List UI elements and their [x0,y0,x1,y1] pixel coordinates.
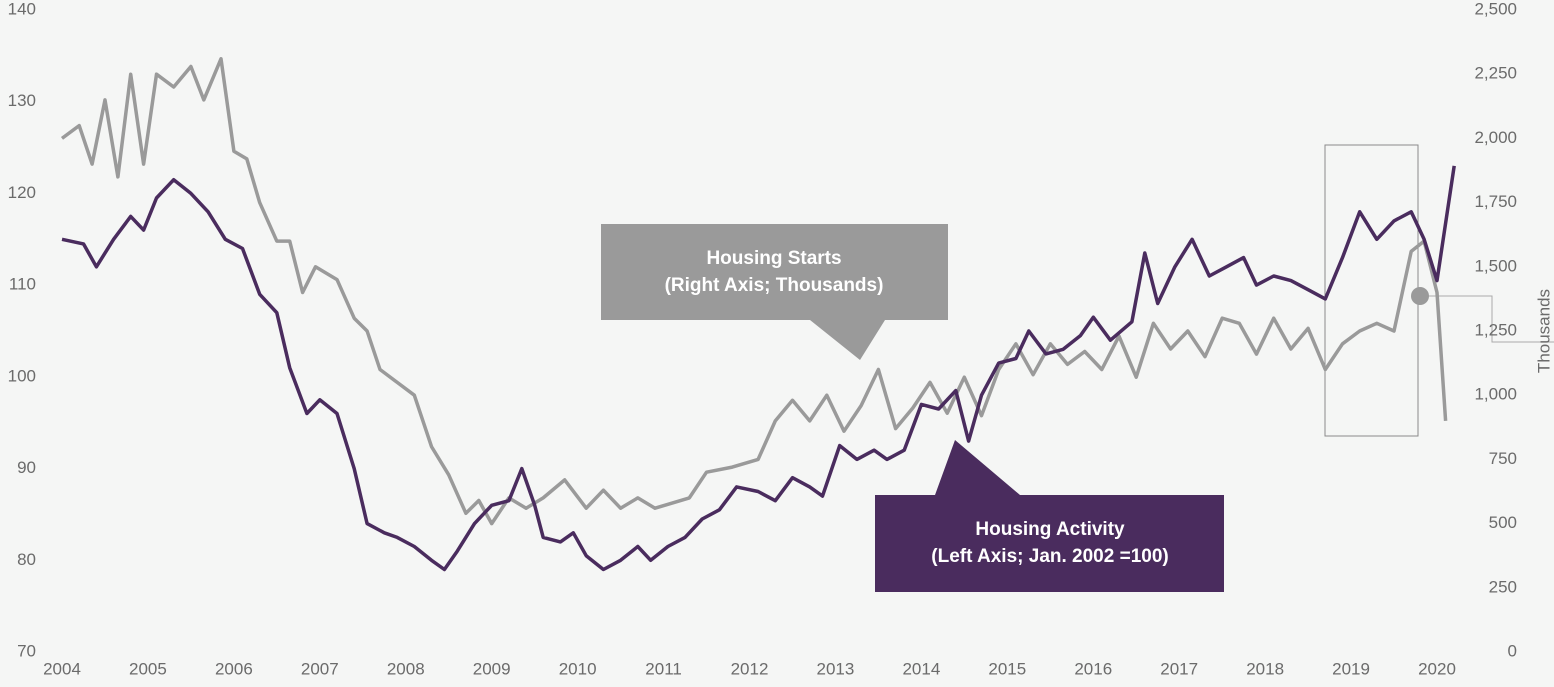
y2-axis-label: Thousands [1534,289,1553,373]
y2-tick-label: 1,750 [1474,192,1517,211]
x-tick-label: 2013 [817,659,855,678]
y2-tick-label: 500 [1489,513,1517,532]
x-tick-label: 2010 [559,659,597,678]
y-tick-label: 70 [17,641,36,660]
y2-tick-label: 2,250 [1474,64,1517,83]
x-tick-label: 2011 [645,659,682,678]
x-tick-label: 2008 [387,659,425,678]
x-tick-label: 2005 [129,659,167,678]
x-tick-label: 2012 [731,659,769,678]
y-tick-label: 140 [8,0,36,18]
x-tick-label: 2009 [473,659,511,678]
annotation: (Right Axis; Thousands) [665,275,884,296]
y2-tick-label: 1,500 [1474,256,1517,275]
x-tick-label: 2006 [215,659,253,678]
x-tick-label: 2016 [1074,659,1112,678]
x-tick-label: 2015 [988,659,1026,678]
y2-tick-label: 1,000 [1474,385,1517,404]
x-tick-label: 2004 [43,659,81,678]
annotation: Housing Activity [975,519,1125,540]
x-tick-label: 2017 [1160,659,1198,678]
y-tick-label: 90 [17,458,36,477]
y2-tick-label: 250 [1489,577,1517,596]
callout-starts [601,224,948,360]
x-tick-label: 2014 [902,659,940,678]
annotations: Housing Starts (Right Axis; Thousands) H… [601,224,1224,592]
y2-tick-label: 1,250 [1474,320,1517,339]
callout-activity [875,440,1224,592]
y-tick-label: 100 [8,366,36,385]
y2-tick-label: 750 [1489,449,1517,468]
y-tick-label: 130 [8,91,36,110]
y2-tick-label: 2,500 [1474,0,1517,18]
y2-tick-label: 2,000 [1474,128,1517,147]
marker-dot [1411,287,1429,305]
annotation: Housing Starts [706,248,841,269]
x-tick-label: 2020 [1418,659,1456,678]
x-tick-label: 2007 [301,659,339,678]
x-tick-label: 2019 [1332,659,1370,678]
x-tick-label: 2018 [1246,659,1284,678]
y2-tick-label: 0 [1508,641,1517,660]
series-line [60,57,1448,526]
y-tick-label: 110 [9,275,36,294]
annotation: (Left Axis; Jan. 2002 =100) [931,546,1168,567]
series-line [61,165,1456,572]
y-tick-label: 80 [17,550,36,569]
y-tick-label: 120 [8,183,36,202]
connector [1420,295,1554,343]
